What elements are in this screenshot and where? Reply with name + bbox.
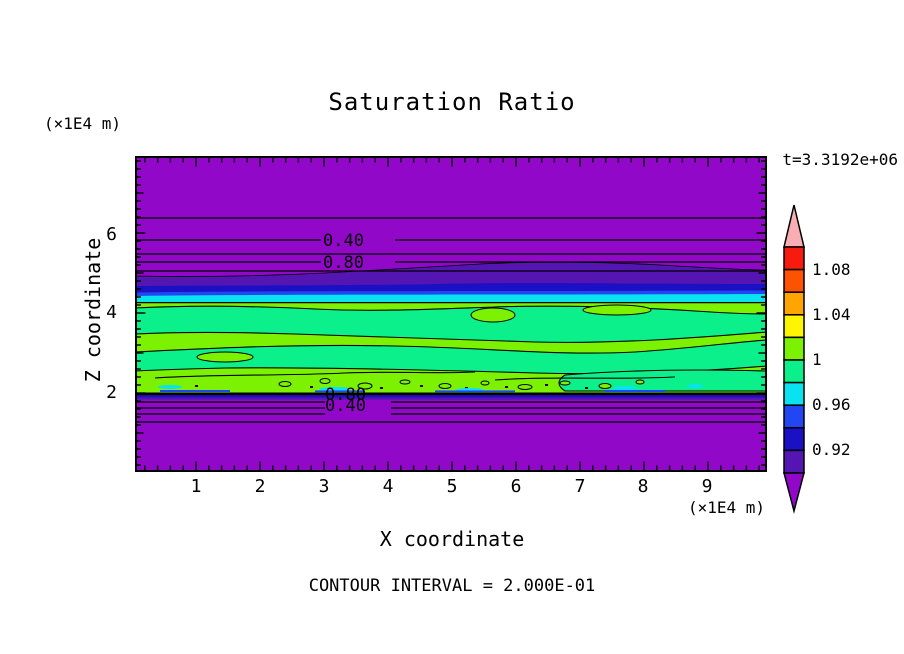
blue-dashes	[160, 390, 665, 393]
x-tick-label-2: 2	[254, 476, 266, 497]
colorbar-label-104: 1.04	[812, 305, 851, 324]
colorbar: 1.08 1.04 1 0.96 0.92	[783, 204, 851, 514]
z-axis-unit: (×1E4 m)	[44, 114, 122, 133]
lower-navy-strip	[135, 395, 767, 398]
contour-label-upper-040: 0.40	[323, 231, 364, 251]
contour-plot: 0.40 0.80 0.80 0.40	[135, 156, 767, 472]
z-tick-label-4: 4	[106, 302, 117, 323]
x-tick-label-4: 4	[382, 476, 394, 497]
colorbar-label-092: 0.92	[812, 440, 851, 459]
x-tick-label-8: 8	[637, 476, 649, 497]
contour-label-upper-080: 0.80	[323, 253, 364, 273]
page-title: Saturation Ratio	[328, 88, 576, 116]
bunched-contours-line	[135, 392, 767, 396]
x-tick-label-6: 6	[510, 476, 522, 497]
x-axis-unit: (×1E4 m)	[688, 498, 766, 517]
x-tick-label-7: 7	[574, 476, 586, 497]
time-stamp: t=3.3192e+06	[782, 150, 898, 169]
x-axis-label: X coordinate	[379, 527, 525, 551]
colorbar-label-108: 1.08	[812, 260, 851, 279]
black-speck-contours	[195, 384, 588, 389]
axis-ticks	[136, 157, 766, 471]
lower-purple-field	[135, 399, 767, 472]
colorbar-over-arrow	[783, 204, 805, 248]
colorbar-label-096: 0.96	[812, 395, 851, 414]
x-tick-label-3: 3	[318, 476, 330, 497]
green-zone	[135, 301, 767, 393]
contour-label-lower-080: 0.80	[325, 385, 366, 405]
z-tick-label-6: 6	[106, 224, 117, 245]
plot-border	[135, 156, 767, 472]
contour-interval-note: CONTOUR INTERVAL = 2.000E-01	[308, 576, 596, 596]
lower-indigo-strip	[135, 397, 767, 400]
open-contour-squiggles	[154, 371, 676, 381]
colorbar-under-arrow	[783, 472, 805, 514]
indigo-band	[135, 261, 767, 289]
chartreuse-lenses	[196, 304, 652, 390]
x-tick-label-1: 1	[190, 476, 202, 497]
contour-label-lower-040: 0.40	[325, 396, 366, 416]
x-tick-label-9: 9	[701, 476, 713, 497]
colorbar-segments	[783, 246, 805, 474]
upper-line-contours	[135, 217, 767, 272]
z-tick-label-2: 2	[106, 382, 117, 403]
x-tick-label-5: 5	[446, 476, 458, 497]
lower-line-contours	[135, 401, 767, 423]
colorbar-label-100: 1	[812, 350, 822, 369]
